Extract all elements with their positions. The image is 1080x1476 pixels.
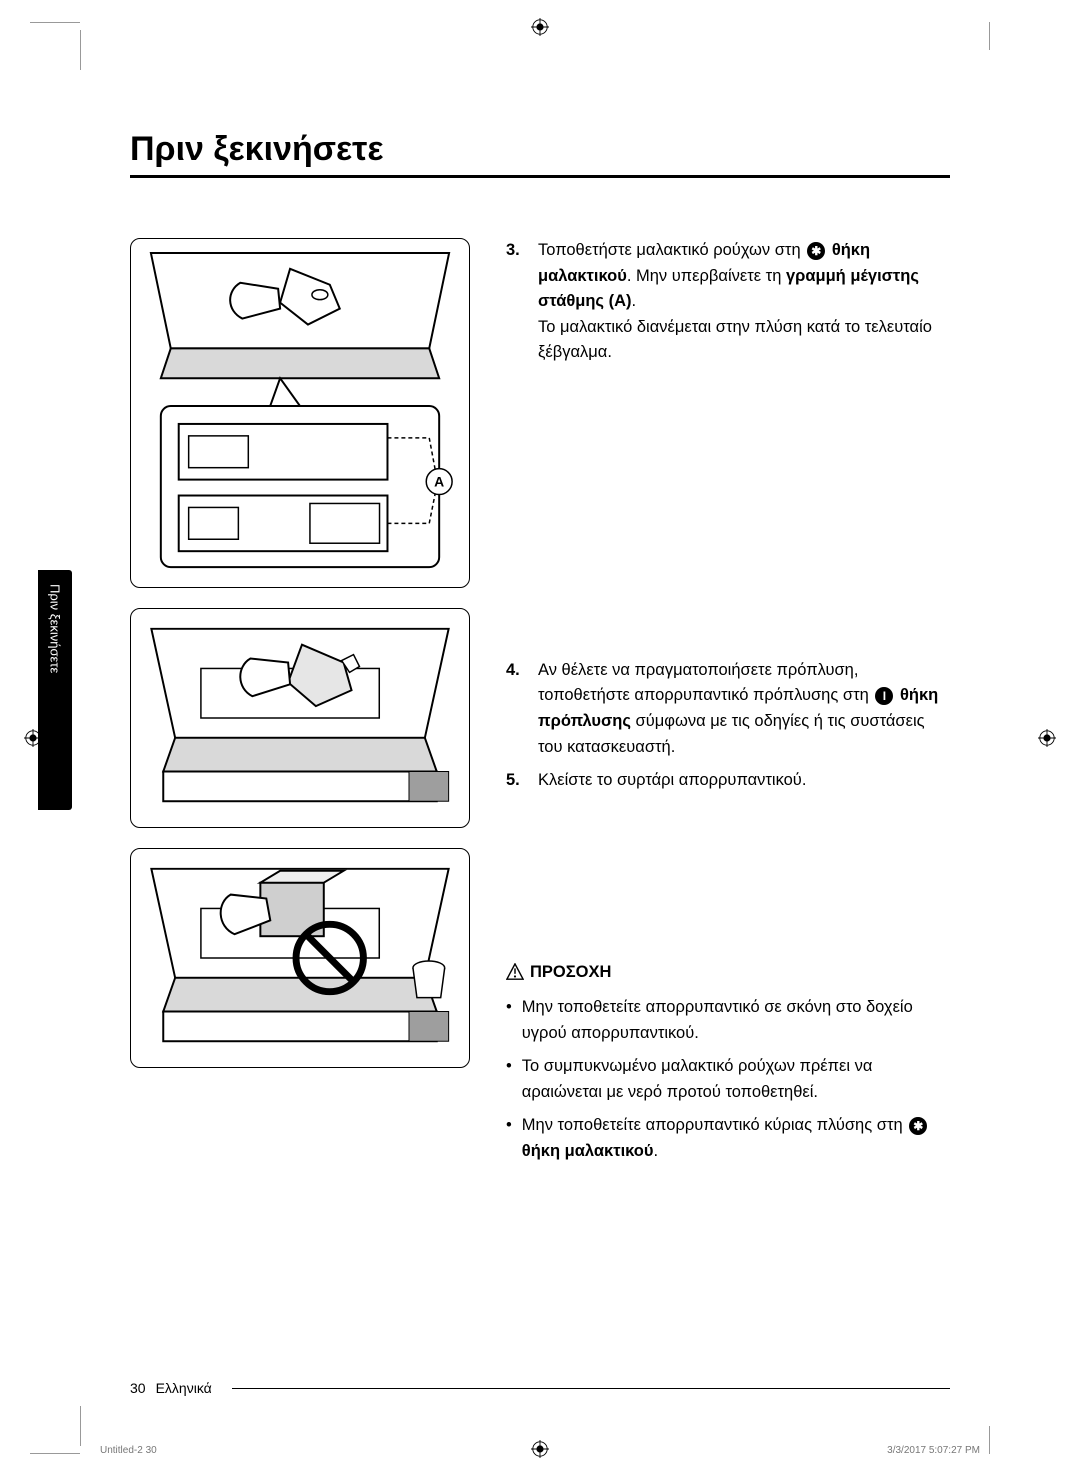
step-3-text-c: .: [632, 292, 637, 310]
figure-1-label-a: A: [434, 474, 444, 490]
side-tab: Πριν ξεκινήσετε: [38, 570, 72, 810]
step-5: 5. Κλείστε το συρτάρι απορρυπαντικού.: [506, 768, 950, 794]
figure-3-caution-no-powder: [130, 848, 470, 1068]
caution-heading: ΠΡΟΣΟΧΗ: [530, 960, 611, 986]
doc-meta-left: Untitled-2 30: [100, 1445, 157, 1456]
caution-item-3: • Μην τοποθετείτε απορρυπαντικό κύριας π…: [506, 1113, 950, 1164]
warning-icon: [506, 963, 524, 981]
caution-item-3-text-b: .: [653, 1142, 658, 1160]
crop-line: [30, 1453, 80, 1454]
footer-rule: [232, 1388, 950, 1389]
crop-line: [80, 30, 81, 70]
document-meta: Untitled-2 30 3/3/2017 5:07:27 PM: [100, 1445, 980, 1456]
caution-item-1: •Μην τοποθετείτε απορρυπαντικό σε σκόνη …: [506, 995, 950, 1046]
page-footer: 30 Ελληνικά: [130, 1380, 950, 1396]
registration-mark-top: [531, 18, 549, 36]
step-5-text: Κλείστε το συρτάρι απορρυπαντικού.: [538, 771, 806, 789]
softener-icon: ✱: [909, 1117, 927, 1135]
step-4-number: 4.: [506, 658, 528, 760]
crop-line: [989, 1426, 990, 1454]
step-3-number: 3.: [506, 238, 528, 366]
step-5-number: 5.: [506, 768, 528, 794]
caution-block: ΠΡΟΣΟΧΗ •Μην τοποθετείτε απορρυπαντικό σ…: [506, 960, 950, 1165]
step-3-text-a: Τοποθετήστε μαλακτικό ρούχων στη: [538, 241, 805, 259]
crop-line: [80, 1406, 81, 1446]
step-3-text-d: Το μαλακτικό διανέμεται στην πλύση κατά …: [538, 315, 950, 366]
step-4: 4. Αν θέλετε να πραγματοποιήσετε πρόπλυσ…: [506, 658, 950, 760]
caution-item-3-bold: θήκη μαλακτικού: [522, 1142, 654, 1160]
figure-1-softener-drawer: A: [130, 238, 470, 588]
page-number: 30: [130, 1380, 146, 1396]
figure-2-prewash-pour: [130, 608, 470, 828]
caution-item-2: •Το συμπυκνωμένο μαλακτικό ρούχων πρέπει…: [506, 1054, 950, 1105]
step-3-text-b: . Μην υπερβαίνετε τη: [627, 267, 786, 285]
caution-item-2-text: Το συμπυκνωμένο μαλακτικό ρούχων πρέπει …: [522, 1054, 950, 1105]
page-language: Ελληνικά: [156, 1380, 212, 1396]
step-3: 3. Τοποθετήστε μαλακτικό ρούχων στη ✱ θή…: [506, 238, 950, 366]
softener-icon: ✱: [807, 242, 825, 260]
caution-item-3-text-a: Μην τοποθετείτε απορρυπαντικό κύριας πλύ…: [522, 1116, 907, 1134]
step-4-text-a: Αν θέλετε να πραγματοποιήσετε πρόπλυση, …: [538, 661, 873, 705]
prewash-icon: I: [875, 687, 893, 705]
registration-mark-right: [1038, 729, 1056, 747]
page-title: Πριν ξεκινήσετε: [130, 130, 950, 178]
crop-line: [989, 22, 990, 50]
caution-item-1-text: Μην τοποθετείτε απορρυπαντικό σε σκόνη σ…: [522, 995, 950, 1046]
doc-meta-right: 3/3/2017 5:07:27 PM: [887, 1445, 980, 1456]
crop-line: [30, 22, 80, 23]
